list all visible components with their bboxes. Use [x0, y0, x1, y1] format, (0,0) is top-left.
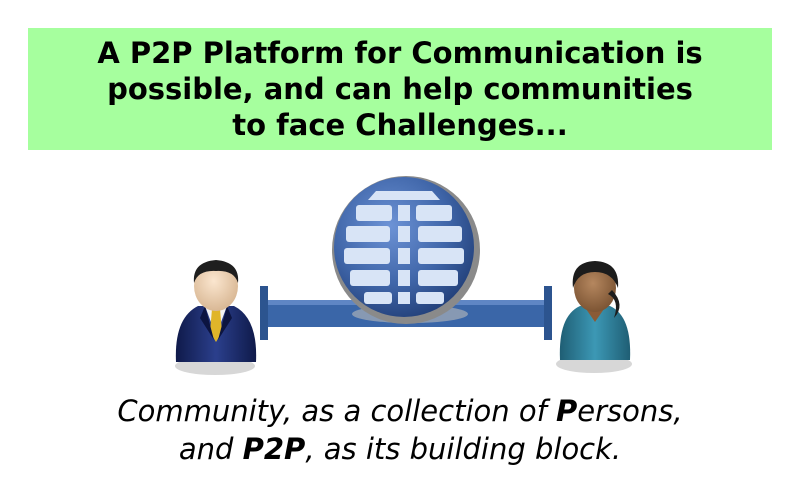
- caption-text: ersons,: [577, 394, 683, 428]
- caption-text: and: [178, 432, 243, 466]
- globe-icon: [332, 176, 480, 324]
- caption-emphasis: P2P: [242, 432, 306, 466]
- caption-emphasis: P: [556, 394, 578, 428]
- woman-avatar-icon: [556, 261, 632, 373]
- caption-line-2: and P2P, as its building block.: [0, 430, 800, 468]
- headline-line-3: to face Challenges...: [232, 108, 568, 142]
- p2p-diagram: [175, 176, 632, 375]
- caption-line-1: Community, as a collection of Persons,: [0, 392, 800, 430]
- caption-text: , as its building block.: [305, 432, 622, 466]
- headline-line-2: possible, and can help communities: [107, 72, 693, 106]
- caption-text: Community, as a collection of: [117, 394, 557, 428]
- headline-line-1: A P2P Platform for Communication is: [97, 36, 703, 70]
- diagram-caption: Community, as a collection of Persons, a…: [0, 392, 800, 468]
- headline-banner: A P2P Platform for Communication is poss…: [28, 28, 772, 150]
- man-in-suit-icon: [175, 260, 257, 375]
